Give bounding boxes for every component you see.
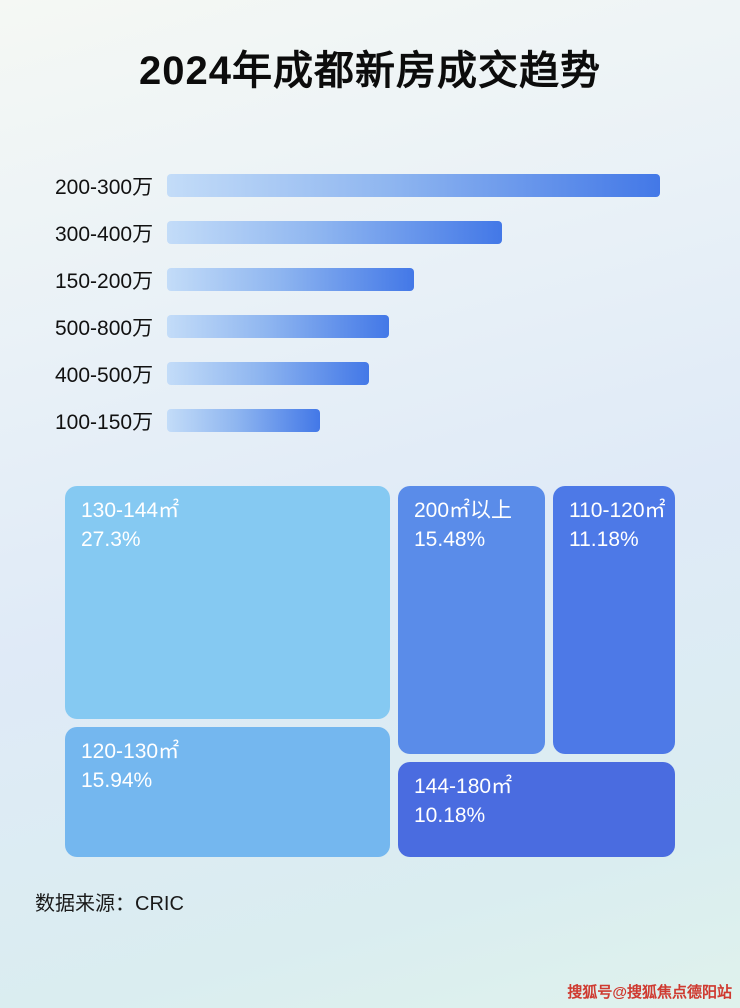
treemap-block-200-plus: 200㎡以上 15.48% bbox=[398, 486, 545, 754]
bar bbox=[167, 221, 503, 244]
bar bbox=[167, 409, 320, 432]
treemap-block-110-120: 110-120㎡ 11.18% bbox=[553, 486, 675, 754]
treemap-value: 10.18% bbox=[414, 804, 486, 828]
bar-track bbox=[167, 362, 660, 385]
treemap-label: 110-120㎡ bbox=[569, 499, 666, 522]
bar-row: 150-200万 bbox=[55, 268, 660, 293]
bar-row: 500-800万 bbox=[55, 315, 660, 340]
treemap-block-120-130: 120-130㎡ 15.94% bbox=[65, 727, 390, 857]
treemap-block-144-180: 144-180㎡ 10.18% bbox=[398, 762, 675, 857]
bar-track bbox=[167, 268, 660, 291]
treemap-value: 27.3% bbox=[81, 528, 141, 552]
bar-row: 100-150万 bbox=[55, 409, 660, 434]
data-source-note: 数据来源：CRIC bbox=[35, 893, 184, 915]
treemap-block-130-144: 130-144㎡ 27.3% bbox=[65, 486, 390, 719]
treemap-label: 130-144㎡ bbox=[81, 499, 180, 522]
bar-category-label: 150-200万 bbox=[55, 269, 154, 293]
bar bbox=[167, 174, 660, 197]
bar-category-label: 200-300万 bbox=[55, 175, 154, 199]
treemap-label: 120-130㎡ bbox=[81, 740, 180, 763]
price-bar-rows: 200-300万 300-400万 150-200万 500-800万 400-500万… bbox=[55, 174, 660, 434]
bar-category-label: 300-400万 bbox=[55, 222, 154, 246]
bar-track bbox=[167, 174, 660, 197]
bar-track bbox=[167, 221, 660, 244]
treemap-value: 15.48% bbox=[414, 528, 486, 552]
bar-row: 300-400万 bbox=[55, 221, 660, 246]
page-title: 2024年成都新房成交趋势 bbox=[139, 49, 601, 93]
bar bbox=[167, 315, 389, 338]
bar-category-label: 500-800万 bbox=[55, 316, 154, 340]
treemap-value: 11.18% bbox=[569, 528, 639, 552]
bar-row: 400-500万 bbox=[55, 362, 660, 387]
treemap-label: 200㎡以上 bbox=[414, 499, 513, 522]
bar-track bbox=[167, 315, 660, 338]
watermark: 搜狐号@搜狐焦点德阳站 bbox=[567, 984, 732, 1001]
bar-category-label: 400-500万 bbox=[55, 363, 154, 387]
price-range-bar-chart: 200-300万 300-400万 150-200万 500-800万 400-500万… bbox=[55, 174, 660, 434]
treemap-label: 144-180㎡ bbox=[414, 775, 513, 798]
bar-track bbox=[167, 409, 660, 432]
bar-row: 200-300万 bbox=[55, 174, 660, 199]
area-share-treemap: 130-144㎡ 27.3% 200㎡以上 15.48% 110-120㎡ 11… bbox=[65, 486, 675, 857]
bar-category-label: 100-150万 bbox=[55, 410, 154, 434]
bar bbox=[167, 362, 370, 385]
treemap-value: 15.94% bbox=[81, 769, 153, 793]
bar bbox=[167, 268, 414, 291]
